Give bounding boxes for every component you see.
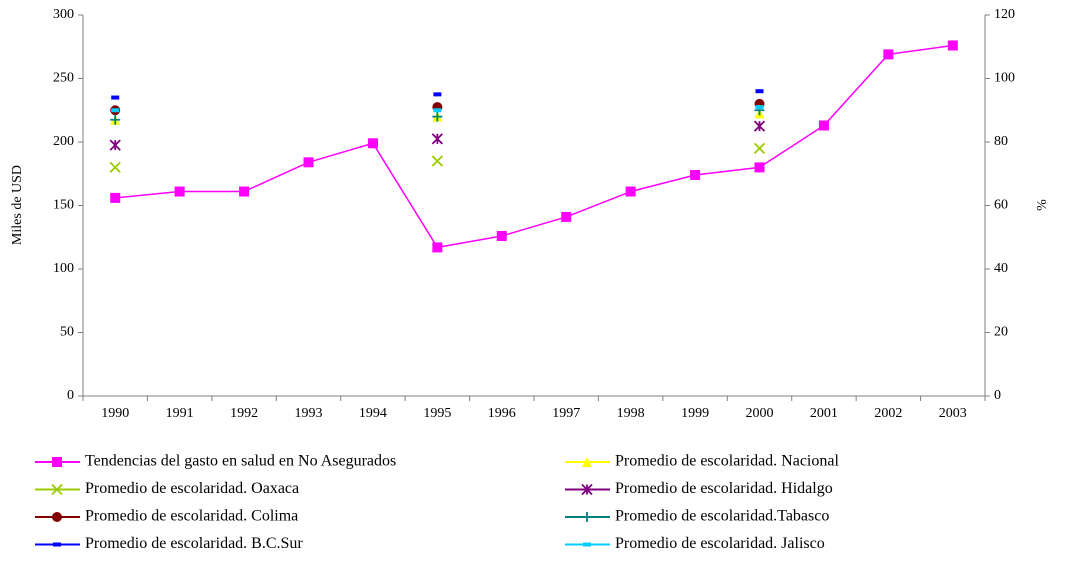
data-point [367, 138, 378, 149]
x-tick-label: 1996 [488, 406, 516, 421]
x-tick-label: 1992 [230, 406, 258, 421]
x-tick-label: 1997 [552, 406, 580, 421]
data-point [431, 133, 443, 145]
series-line [115, 44, 953, 249]
data-point [496, 230, 507, 241]
data-point [110, 192, 121, 203]
x-tick-label: 1999 [681, 406, 709, 421]
legend-label: Promedio de escolaridad.Tabasco [615, 508, 829, 525]
data-point [947, 40, 958, 51]
y-axis-label: Miles de USD [10, 165, 25, 245]
legend-marker [582, 512, 592, 522]
data-point [818, 120, 829, 131]
y2-axis-label: % [1035, 199, 1050, 211]
x-tick-label: 1995 [423, 406, 451, 421]
data-point [755, 105, 764, 110]
data-point [561, 211, 572, 222]
data-point [432, 242, 443, 253]
data-point [174, 186, 185, 197]
x-tick-label: 1991 [166, 406, 194, 421]
y2-tick-label: 100 [994, 71, 1015, 86]
legend-marker [582, 457, 592, 467]
x-tick-label: 1994 [359, 406, 387, 421]
data-point [432, 111, 443, 122]
legend-label: Promedio de escolaridad. Colima [85, 508, 298, 525]
data-point [754, 162, 765, 173]
y2-tick-label: 120 [994, 7, 1015, 22]
x-tick-label: 2003 [939, 406, 967, 421]
data-point [690, 170, 701, 181]
x-tick-label: 2002 [874, 406, 902, 421]
y-tick-label: 100 [53, 261, 74, 276]
legend-label: Promedio de escolaridad. Jalisco [615, 535, 825, 552]
legend-label: Promedio de escolaridad. Nacional [615, 453, 839, 470]
data-point [303, 157, 314, 168]
legend-marker [52, 457, 62, 467]
data-point [111, 108, 120, 113]
y-tick-label: 0 [67, 388, 74, 403]
legend-marker [52, 512, 62, 522]
data-point [433, 108, 442, 113]
data-point [753, 120, 766, 132]
data-point [111, 95, 120, 100]
legend-label: Promedio de escolaridad. Oaxaca [85, 480, 299, 497]
data-point [625, 186, 636, 197]
y2-tick-label: 60 [994, 198, 1008, 213]
data-point [110, 114, 121, 125]
data-point [109, 139, 121, 151]
y2-tick-label: 20 [994, 325, 1008, 340]
legend-marker [581, 483, 593, 496]
data-point [239, 186, 250, 197]
x-tick-label: 2000 [746, 406, 774, 421]
legend-marker [53, 542, 61, 547]
legend-label: Tendencias del gasto en salud en No Aseg… [85, 453, 396, 470]
x-tick-label: 1993 [295, 406, 323, 421]
y2-tick-label: 40 [994, 261, 1008, 276]
legend-label: Promedio de escolaridad. Hidalgo [615, 480, 833, 497]
y-tick-label: 250 [53, 71, 74, 86]
y-tick-label: 150 [53, 198, 74, 213]
y2-tick-label: 80 [994, 134, 1008, 149]
y-tick-label: 300 [53, 7, 74, 22]
legend-marker [51, 483, 63, 496]
data-point [883, 49, 894, 60]
x-tick-label: 1990 [101, 406, 129, 421]
legend-marker [583, 542, 591, 547]
x-tick-label: 1998 [617, 406, 645, 421]
y-tick-label: 200 [53, 134, 74, 149]
data-point [755, 89, 764, 94]
data-point [753, 142, 766, 154]
data-point [433, 92, 442, 97]
data-point [109, 161, 121, 174]
y2-tick-label: 0 [994, 388, 1001, 403]
data-point [431, 155, 443, 167]
legend-label: Promedio de escolaridad. B.C.Sur [85, 535, 303, 552]
y-tick-label: 50 [60, 325, 74, 340]
x-tick-label: 2001 [810, 406, 838, 421]
